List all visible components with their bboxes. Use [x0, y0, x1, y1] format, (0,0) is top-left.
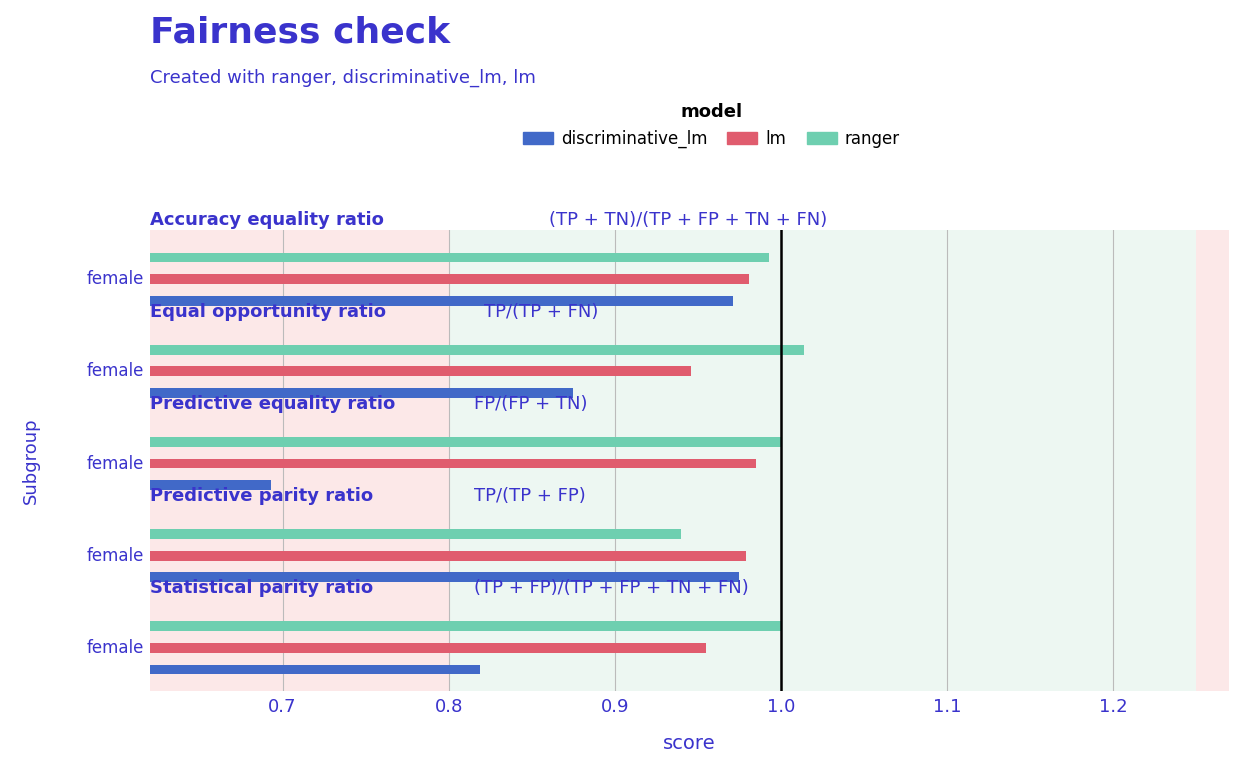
Text: Statistical parity ratio: Statistical parity ratio [150, 579, 373, 598]
Bar [0, 551, 746, 561]
Bar [0, 480, 271, 490]
Bar [0, 643, 706, 653]
Text: female: female [87, 270, 145, 288]
Bar [0, 529, 681, 539]
Bar [1196, 599, 1229, 691]
Bar [0, 253, 769, 263]
Bar [449, 507, 1196, 599]
Text: Equal opportunity ratio: Equal opportunity ratio [150, 303, 386, 321]
Bar [0, 664, 480, 674]
Bar [0, 296, 733, 306]
Text: FP/(FP + TN): FP/(FP + TN) [473, 395, 587, 413]
Text: female: female [87, 639, 145, 657]
Bar [1196, 230, 1229, 323]
Text: Predictive equality ratio: Predictive equality ratio [150, 395, 396, 413]
Text: (TP + FP)/(TP + FP + TN + FN): (TP + FP)/(TP + FP + TN + FN) [473, 579, 749, 598]
Text: female: female [87, 547, 145, 564]
Bar [1196, 507, 1229, 599]
Bar [0, 621, 781, 631]
Bar [150, 507, 449, 599]
Bar [0, 572, 739, 582]
Text: Created with ranger, discriminative_lm, lm: Created with ranger, discriminative_lm, … [150, 69, 535, 88]
Bar [0, 274, 749, 284]
Bar [449, 599, 1196, 691]
Bar [150, 230, 449, 323]
Text: Fairness check: Fairness check [150, 15, 449, 49]
Text: female: female [87, 362, 145, 380]
Text: (TP + TN)/(TP + FP + TN + FN): (TP + TN)/(TP + FP + TN + FN) [549, 210, 827, 229]
Text: Subgroup: Subgroup [22, 418, 40, 504]
Bar [0, 388, 573, 398]
Bar [1196, 415, 1229, 507]
Text: TP/(TP + FP): TP/(TP + FP) [473, 487, 585, 505]
Bar [150, 415, 449, 507]
Text: score: score [663, 733, 716, 753]
Bar [449, 415, 1196, 507]
Text: Accuracy equality ratio: Accuracy equality ratio [150, 210, 383, 229]
Bar [150, 323, 449, 415]
Bar [0, 437, 781, 447]
Bar [0, 345, 804, 355]
Text: female: female [87, 455, 145, 472]
Bar [449, 323, 1196, 415]
Text: Predictive parity ratio: Predictive parity ratio [150, 487, 373, 505]
Bar [1196, 323, 1229, 415]
Text: TP/(TP + FN): TP/(TP + FN) [484, 303, 599, 321]
Bar [449, 230, 1196, 323]
Bar [0, 366, 691, 376]
Bar [150, 599, 449, 691]
Legend: discriminative_lm, lm, ranger: discriminative_lm, lm, ranger [515, 97, 907, 154]
Bar [0, 458, 756, 468]
